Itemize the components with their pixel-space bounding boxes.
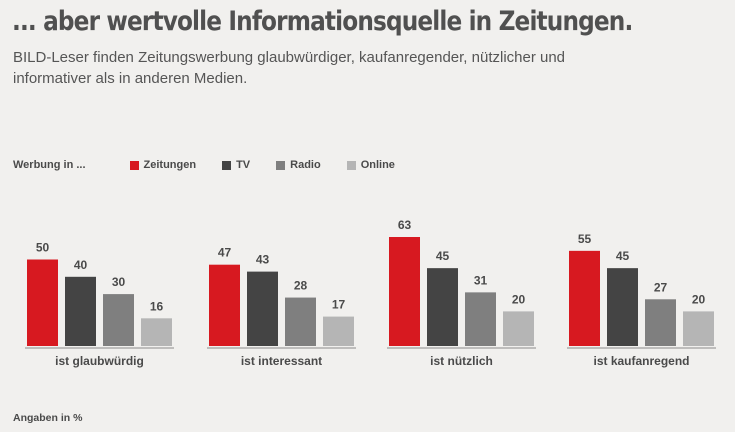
bar-zeitungen-ist-glaubw-rdig <box>27 259 58 346</box>
value-label-tv-ist-glaubw-rdig: 40 <box>74 258 88 272</box>
chart-subtitle: BILD-Leser finden Zeitungswerbung glaubw… <box>13 49 566 87</box>
bar-tv-ist-glaubw-rdig <box>65 276 96 346</box>
category-label-ist-n-tzlich: ist nützlich <box>430 354 493 368</box>
legend-label-online: Online <box>360 159 395 171</box>
value-label-radio-ist-n-tzlich: 31 <box>474 273 488 287</box>
bar-online-ist-glaubw-rdig <box>141 318 172 346</box>
bar-radio-ist-kaufanregend <box>645 299 676 346</box>
legend-label-radio: Radio <box>290 159 321 171</box>
bar-radio-ist-n-tzlich <box>465 292 496 346</box>
chart-title: ... aber wertvolle Informationsquelle in… <box>12 6 633 37</box>
legend-lead-label: Werbung in ... <box>13 159 86 171</box>
value-label-online-ist-glaubw-rdig: 16 <box>150 299 164 313</box>
category-label-ist-glaubw-rdig: ist glaubwürdig <box>55 354 144 368</box>
legend-swatch-online <box>346 160 356 170</box>
bar-radio-ist-interessant <box>285 297 316 346</box>
value-label-tv-ist-kaufanregend: 45 <box>616 249 630 263</box>
bar-radio-ist-glaubw-rdig <box>103 294 134 346</box>
legend-swatch-zeitungen <box>129 160 139 170</box>
value-label-radio-ist-interessant: 28 <box>294 279 308 293</box>
category-label-ist-interessant: ist interessant <box>241 354 322 368</box>
category-label-ist-kaufanregend: ist kaufanregend <box>593 354 689 368</box>
value-label-radio-ist-glaubw-rdig: 30 <box>112 275 126 289</box>
legend-item-zeitungen: Zeitungen <box>129 159 197 171</box>
bar-zeitungen-ist-kaufanregend <box>569 250 600 346</box>
bar-online-ist-interessant <box>323 316 354 346</box>
bar-tv-ist-interessant <box>247 271 278 346</box>
legend-swatch-radio <box>276 160 286 170</box>
value-label-online-ist-kaufanregend: 20 <box>692 292 706 306</box>
bar-zeitungen-ist-n-tzlich <box>389 237 420 346</box>
legend: Werbung in ... Zeitungen TV Radio Online <box>13 158 421 172</box>
value-label-zeitungen-ist-n-tzlich: 63 <box>398 218 412 232</box>
bar-online-ist-kaufanregend <box>683 311 714 346</box>
value-label-tv-ist-interessant: 43 <box>256 253 270 267</box>
legend-label-zeitungen: Zeitungen <box>143 159 197 171</box>
value-label-zeitungen-ist-kaufanregend: 55 <box>578 232 592 246</box>
value-label-tv-ist-n-tzlich: 45 <box>436 249 450 263</box>
bar-zeitungen-ist-interessant <box>209 264 240 346</box>
value-label-radio-ist-kaufanregend: 27 <box>654 280 668 294</box>
bar-tv-ist-n-tzlich <box>427 268 458 346</box>
bar-tv-ist-kaufanregend <box>607 268 638 346</box>
legend-label-tv: TV <box>236 159 251 171</box>
value-label-online-ist-interessant: 17 <box>332 298 346 312</box>
value-label-online-ist-n-tzlich: 20 <box>512 292 526 306</box>
bar-online-ist-n-tzlich <box>503 311 534 346</box>
legend-item-radio: Radio <box>276 159 321 171</box>
legend-swatch-tv <box>222 160 232 170</box>
legend-item-tv: TV <box>222 159 250 171</box>
legend-item-online: Online <box>346 159 395 171</box>
value-label-zeitungen-ist-glaubw-rdig: 50 <box>36 241 50 255</box>
footnote: Angaben in % <box>13 412 83 424</box>
value-label-zeitungen-ist-interessant: 47 <box>218 246 232 260</box>
